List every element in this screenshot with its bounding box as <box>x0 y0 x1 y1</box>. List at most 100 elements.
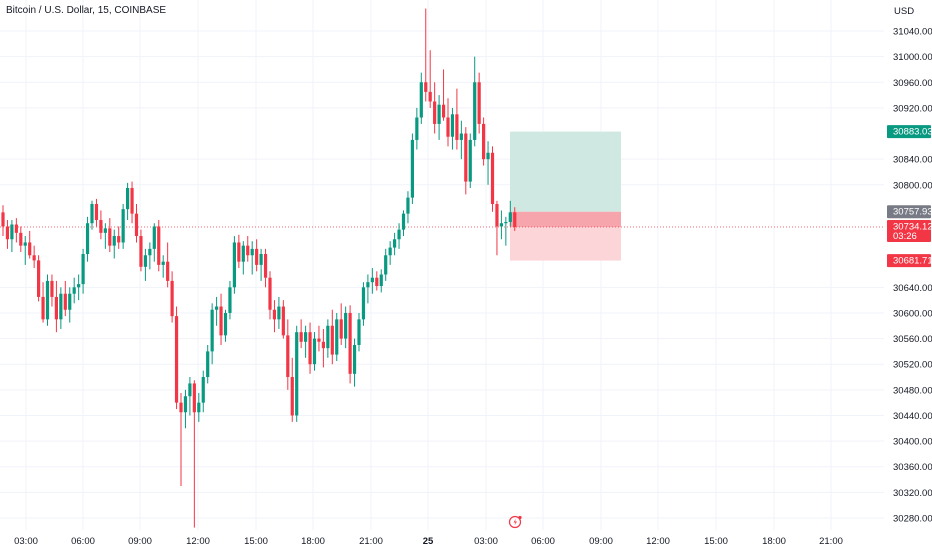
candle <box>179 393 183 486</box>
candle <box>477 72 481 134</box>
price-tick-label: 30600.00 <box>893 308 932 319</box>
candle-body <box>357 319 361 345</box>
candle-body <box>304 332 308 342</box>
candle <box>459 120 463 160</box>
candle <box>32 245 36 269</box>
candle-body <box>130 187 134 214</box>
candle <box>286 319 290 390</box>
candle <box>228 280 232 320</box>
candle <box>139 229 143 272</box>
price-tick-label: 30800.00 <box>893 180 932 191</box>
candle <box>223 309 228 342</box>
position-tool[interactable] <box>510 131 621 261</box>
price-badge-label: 30883.03 <box>893 127 932 138</box>
candle <box>352 338 357 387</box>
candle <box>277 296 281 329</box>
candle <box>54 280 58 333</box>
candle-body <box>393 239 397 248</box>
time-tick-label: 03:00 <box>14 536 38 547</box>
candle <box>201 370 205 413</box>
candle <box>513 207 517 231</box>
candle-body <box>473 82 477 140</box>
price-axis[interactable]: 31040.00 31000.00 30960.00 30920.00 30840.00… <box>893 27 932 525</box>
candle-body <box>219 306 223 336</box>
price-tick-label: 31000.00 <box>893 52 932 63</box>
candle-body <box>290 377 294 416</box>
time-tick-label: 09:00 <box>589 536 613 547</box>
candle <box>268 271 272 320</box>
candle-body <box>37 260 41 297</box>
candle <box>188 377 192 416</box>
candle <box>206 344 210 384</box>
candle <box>490 146 495 212</box>
candle <box>317 325 321 352</box>
candle-body <box>94 204 99 221</box>
time-tick-label: 03:00 <box>474 536 498 547</box>
candle-body <box>166 261 170 281</box>
candle-body <box>237 242 241 262</box>
candle <box>1 205 5 237</box>
candle-body <box>455 114 459 140</box>
flash-icon[interactable] <box>508 515 522 529</box>
candle-body <box>14 224 18 233</box>
candle-body <box>477 82 481 124</box>
candle-body <box>490 152 495 205</box>
candle <box>152 223 156 262</box>
candle-body <box>81 253 85 285</box>
time-tick-label: 18:00 <box>301 536 325 547</box>
candle <box>281 300 285 339</box>
candle-body <box>90 204 94 224</box>
candle <box>63 280 67 317</box>
candle <box>348 305 352 384</box>
chart-grid <box>0 0 884 530</box>
candle-body <box>121 209 125 243</box>
candle-body <box>450 114 455 137</box>
candle-body <box>321 341 325 349</box>
candle-body <box>428 91 432 102</box>
candle <box>397 223 401 249</box>
candle-body <box>183 396 188 413</box>
price-badge-label: 30681.71 <box>893 256 932 267</box>
candle-body <box>299 332 303 342</box>
candle-body <box>419 82 423 118</box>
candle-body <box>370 277 374 283</box>
time-axis[interactable]: 03:00 06:00 09:00 12:00 15:00 18:00 21:00 25 03:… <box>14 536 843 547</box>
candle-body <box>326 325 330 349</box>
candle-body <box>161 261 165 265</box>
candle-body <box>482 123 486 160</box>
time-tick-label: 21:00 <box>819 536 843 547</box>
candle <box>37 255 41 302</box>
price-badge-bg <box>887 220 931 243</box>
price-tick-label: 30400.00 <box>893 437 932 448</box>
candle <box>23 236 27 265</box>
candle <box>335 312 339 362</box>
candle-body <box>379 274 383 287</box>
candle <box>143 248 147 281</box>
candle-body <box>201 377 205 403</box>
candle-body <box>77 284 81 288</box>
time-tick-label: 06:00 <box>531 536 555 547</box>
candle <box>450 107 455 150</box>
candle-body <box>174 316 179 403</box>
time-tick-label: 15:00 <box>244 536 268 547</box>
candle <box>10 220 14 253</box>
price-badge-label: 30734.12 <box>893 222 932 233</box>
candle <box>486 141 490 185</box>
candle-body <box>424 82 428 92</box>
candle-body <box>272 309 277 320</box>
candle-body <box>85 223 90 254</box>
candle-body <box>308 332 312 365</box>
candle <box>259 248 263 281</box>
candle <box>344 306 348 349</box>
candle-body <box>228 287 232 313</box>
candle <box>250 241 254 275</box>
candle <box>130 181 134 224</box>
candle <box>366 274 370 304</box>
time-tick-label: 18:00 <box>762 536 786 547</box>
candle <box>441 69 446 121</box>
candle <box>19 226 23 253</box>
candle-body <box>45 280 50 320</box>
candle <box>473 56 477 147</box>
candle <box>504 216 508 246</box>
